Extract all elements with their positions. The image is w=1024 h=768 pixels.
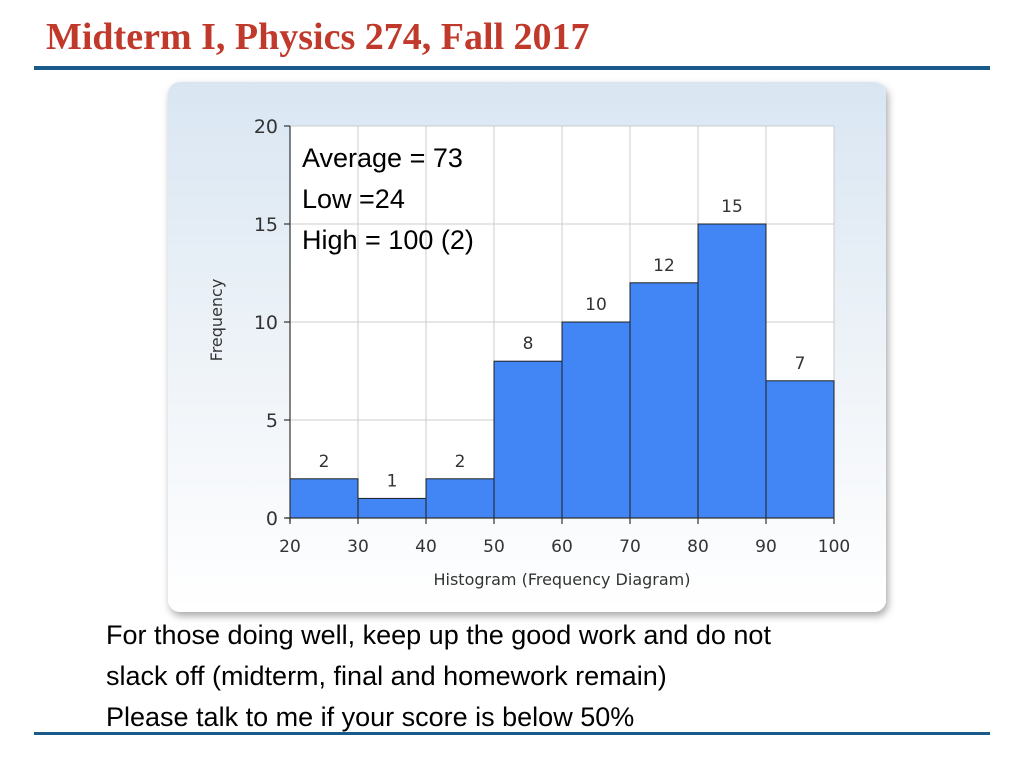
y-tick-label: 20 <box>254 116 278 138</box>
x-tick-label: 100 <box>818 537 850 557</box>
x-tick-label: 80 <box>687 537 709 557</box>
y-tick-label: 15 <box>254 214 278 236</box>
bar-data-label: 2 <box>319 452 330 472</box>
y-tick-label: 5 <box>266 410 278 432</box>
histogram-bar <box>425 478 495 519</box>
note-text: For those doing well, keep up the good w… <box>106 615 771 738</box>
note-line-2: slack off (midterm, final and homework r… <box>106 661 667 691</box>
histogram-bar <box>289 478 359 519</box>
title-divider <box>34 66 990 70</box>
bar-data-label: 2 <box>455 452 466 472</box>
stats-high: High = 100 (2) <box>302 225 474 255</box>
histogram-bar <box>561 321 631 519</box>
x-tick-label: 90 <box>755 537 777 557</box>
bar-data-label: 15 <box>721 197 743 217</box>
stats-box: Average = 73 Low =24 High = 100 (2) <box>302 138 474 261</box>
histogram-bar <box>765 380 835 519</box>
histogram-bar <box>357 497 427 519</box>
x-tick-label: 50 <box>483 537 505 557</box>
slide-title: Midterm I, Physics 274, Fall 2017 <box>46 16 590 58</box>
bar-data-label: 1 <box>387 471 398 491</box>
stats-low: Low =24 <box>302 184 405 214</box>
x-tick-label: 40 <box>415 537 437 557</box>
x-tick-label: 70 <box>619 537 641 557</box>
x-tick-label: 20 <box>279 537 301 557</box>
histogram-bar <box>697 223 767 519</box>
stats-average: Average = 73 <box>302 143 463 173</box>
bar-data-label: 10 <box>585 295 607 315</box>
histogram-bar <box>493 360 563 519</box>
y-axis-title: Frequency <box>207 279 226 362</box>
note-line-1: For those doing well, keep up the good w… <box>106 620 771 650</box>
y-tick-label: 10 <box>254 312 278 334</box>
x-axis-title: Histogram (Frequency Diagram) <box>433 570 690 589</box>
histogram-bar <box>629 282 699 519</box>
note-line-3: Please talk to me if your score is below… <box>106 702 635 732</box>
x-tick-label: 60 <box>551 537 573 557</box>
footer-divider <box>34 732 990 735</box>
bar-data-label: 7 <box>795 354 806 374</box>
bar-data-label: 8 <box>523 334 534 354</box>
x-tick-label: 30 <box>347 537 369 557</box>
y-tick-label: 0 <box>266 508 278 530</box>
bar-data-label: 12 <box>653 256 675 276</box>
